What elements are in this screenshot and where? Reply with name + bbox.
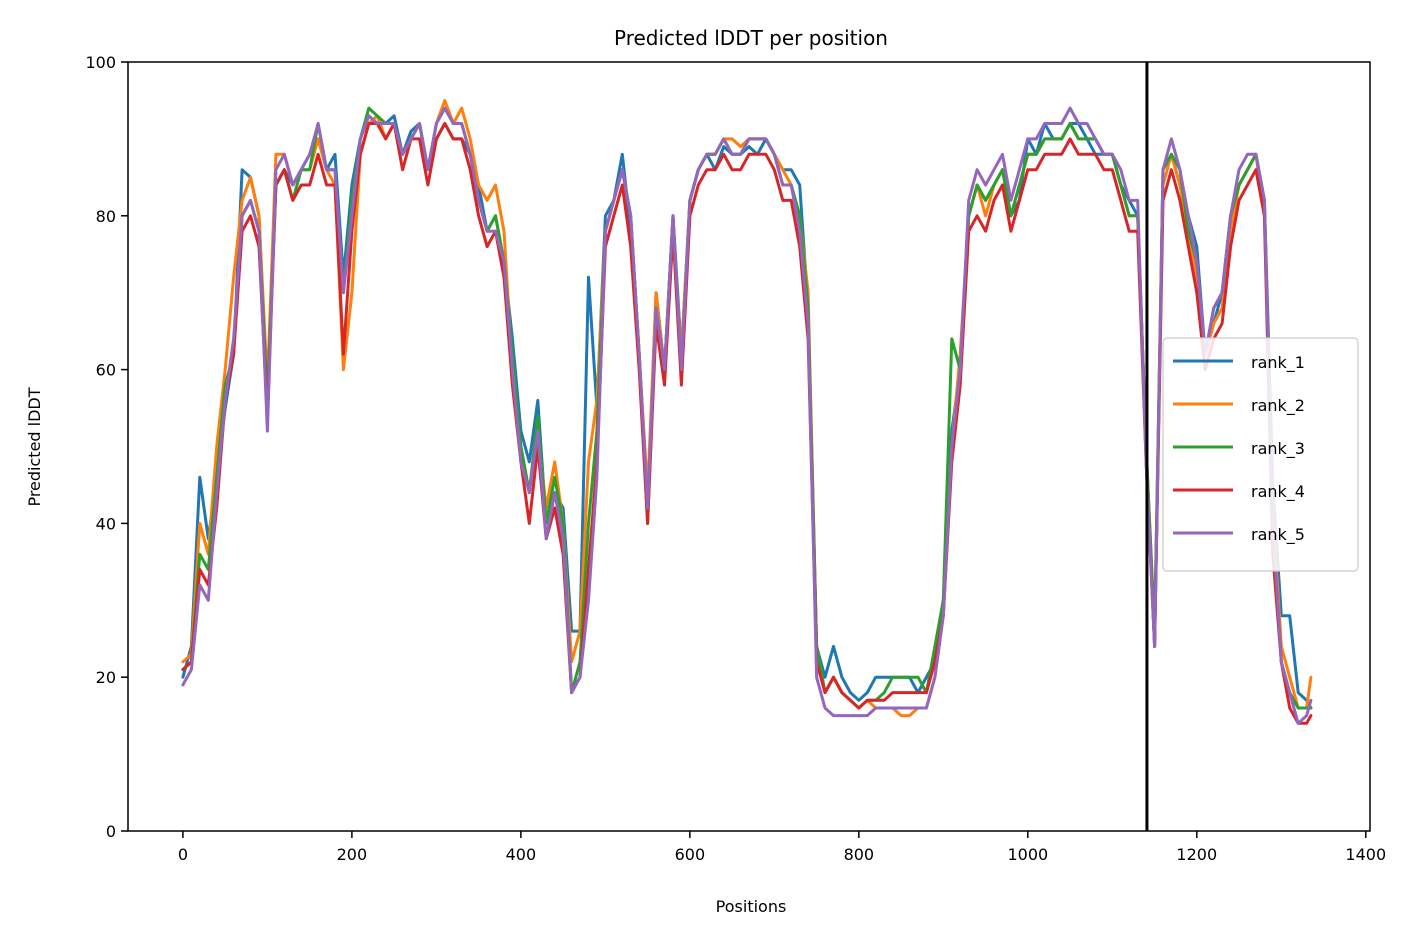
y-tick-label: 60 xyxy=(96,361,116,380)
legend-label-rank_3: rank_3 xyxy=(1251,439,1305,459)
series-line-rank_5 xyxy=(181,106,1313,725)
x-tick-label: 1200 xyxy=(1176,845,1217,864)
y-tick-label: 80 xyxy=(96,207,116,226)
x-tick-label: 400 xyxy=(506,845,537,864)
y-tick-label: 20 xyxy=(96,668,116,687)
x-tick-label: 1000 xyxy=(1007,845,1048,864)
legend: rank_1 rank_2 rank_3 rank_4 rank_5 xyxy=(1162,337,1359,572)
series-line-rank_4 xyxy=(181,122,1313,725)
axes-frame xyxy=(127,61,1371,832)
x-tick-label: 1400 xyxy=(1345,845,1386,864)
y-tick-label: 0 xyxy=(106,822,116,841)
x-tick-label: 200 xyxy=(337,845,368,864)
chart-title: Predicted lDDT per position xyxy=(614,26,888,50)
series-lines xyxy=(181,99,1313,725)
x-axis-label: Positions xyxy=(716,897,787,916)
legend-label-rank_5: rank_5 xyxy=(1251,525,1305,545)
y-axis-label: Predicted lDDT xyxy=(25,387,44,506)
x-tick-label: 600 xyxy=(675,845,706,864)
legend-label-rank_1: rank_1 xyxy=(1251,353,1305,373)
axes: 0 200 400 600 800 1000 1200 1400 0 20 40 60 80 100 xyxy=(85,53,1386,864)
y-tick-label: 100 xyxy=(85,53,116,72)
legend-box xyxy=(1162,337,1359,572)
legend-label-rank_4: rank_4 xyxy=(1251,482,1305,502)
plot-area xyxy=(181,62,1313,831)
legend-label-rank_2: rank_2 xyxy=(1251,396,1305,416)
x-tick-label: 800 xyxy=(844,845,875,864)
y-tick-label: 40 xyxy=(96,514,116,533)
x-tick-label: 0 xyxy=(178,845,188,864)
